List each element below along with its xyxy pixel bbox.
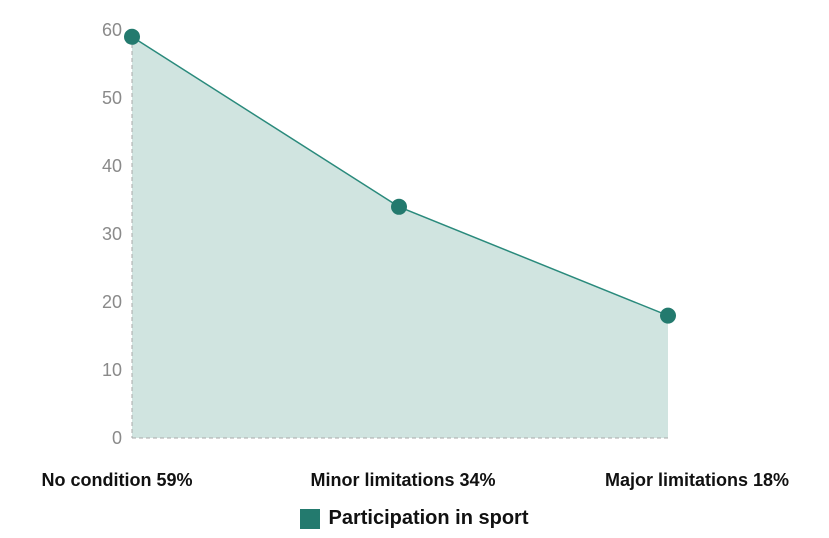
legend-swatch: [300, 508, 321, 529]
y-tick-label: 60: [102, 20, 122, 40]
data-point-1: [124, 28, 140, 45]
y-tick-label: 10: [102, 360, 122, 380]
y-tick-label: 20: [102, 292, 122, 312]
x-tick-label: Minor limitations 34%: [310, 470, 495, 490]
y-tick-label: 50: [102, 88, 122, 108]
legend-label: Participation in sport: [328, 507, 529, 529]
data-point-3: [660, 307, 676, 324]
x-axis: No condition 59% Minor limitations 34% Maj…: [41, 470, 789, 490]
y-tick-label: 0: [112, 428, 122, 448]
series-area: [132, 36, 668, 439]
y-tick-label: 40: [102, 156, 122, 176]
data-point-2: [391, 198, 407, 215]
y-axis: 0 10 20 30 40 50 60: [102, 20, 122, 448]
y-tick-label: 30: [102, 224, 122, 244]
legend: Participation in sport: [0, 507, 829, 530]
x-tick-label: No condition 59%: [41, 470, 192, 490]
data-points: [124, 28, 676, 324]
participation-chart: 0 10 20 30 40 50 60 No condition 59% Minor limi…: [41, 20, 789, 490]
x-tick-label: Major limitations 18%: [605, 470, 789, 490]
